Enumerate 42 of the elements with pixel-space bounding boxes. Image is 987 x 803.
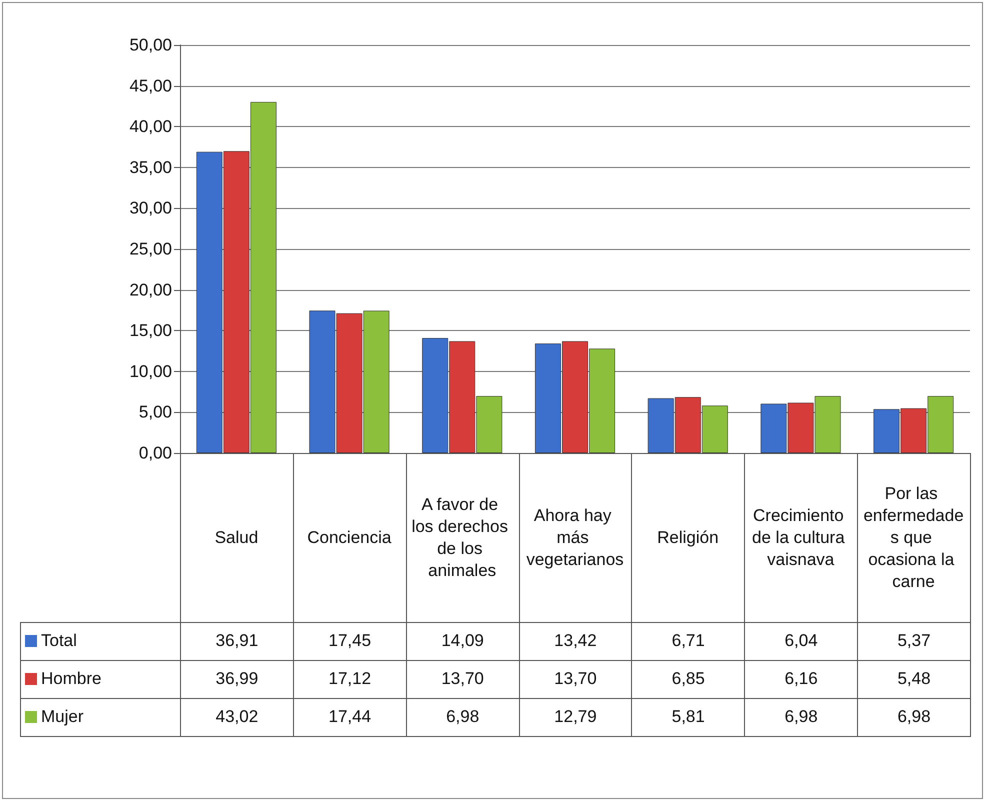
y-tick-label: 20,00 — [129, 280, 172, 300]
y-tick-label: 50,00 — [129, 36, 172, 54]
legend-label: Hombre — [20, 660, 180, 698]
data-label: 6,16 — [744, 660, 858, 698]
data-label: 6,98 — [744, 698, 858, 736]
data-label: 17,12 — [293, 660, 406, 698]
data-label: 13,70 — [406, 660, 520, 698]
x-tick-label: Crecimiento de la cultura vaisnava — [752, 506, 850, 569]
data-label: 12,79 — [519, 698, 632, 736]
y-tick-label: 35,00 — [129, 158, 172, 177]
data-label: 36,99 — [180, 660, 294, 698]
data-label: 6,04 — [744, 622, 858, 660]
data-label: 6,98 — [406, 698, 520, 736]
data-label: 5,81 — [632, 698, 745, 736]
y-tick-label: 25,00 — [129, 240, 172, 258]
data-label: 17,44 — [293, 698, 406, 736]
y-tick-label: 45,00 — [129, 76, 172, 96]
x-tick-label: A favor de los derechos de los animales — [412, 495, 513, 580]
x-tick-label: Salud — [214, 528, 258, 547]
x-tick-label: Religión — [657, 528, 719, 547]
x-tick-label: Ahora hay más vegetarianos — [526, 506, 624, 569]
y-tick-label: 5,00 — [138, 402, 172, 422]
data-label: 5,48 — [858, 660, 970, 698]
data-label: 5,37 — [858, 622, 970, 660]
x-tick-label: Por las enfermedades que ocasiona la carne — [863, 484, 964, 591]
y-tick-label: 30,00 — [129, 198, 172, 218]
data-label: 17,45 — [293, 622, 406, 660]
data-label: 13,70 — [519, 660, 632, 698]
x-tick-label: Conciencia — [307, 528, 392, 547]
data-label: 13,42 — [519, 622, 632, 660]
y-tick-label: 40,00 — [129, 117, 172, 136]
data-label: 43,02 — [180, 698, 294, 736]
y-tick-label: 10,00 — [129, 362, 172, 381]
data-label: 14,09 — [406, 622, 520, 660]
data-label: 6,85 — [632, 660, 745, 698]
data-label: 36,91 — [180, 622, 294, 660]
legend-label: Mujer — [20, 698, 180, 736]
y-tick-label: 15,00 — [129, 321, 172, 340]
data-label: 6,71 — [632, 622, 745, 660]
legend-label: Total — [20, 622, 180, 660]
y-tick-label: 0,00 — [138, 444, 172, 462]
data-label: 6,98 — [858, 698, 970, 736]
